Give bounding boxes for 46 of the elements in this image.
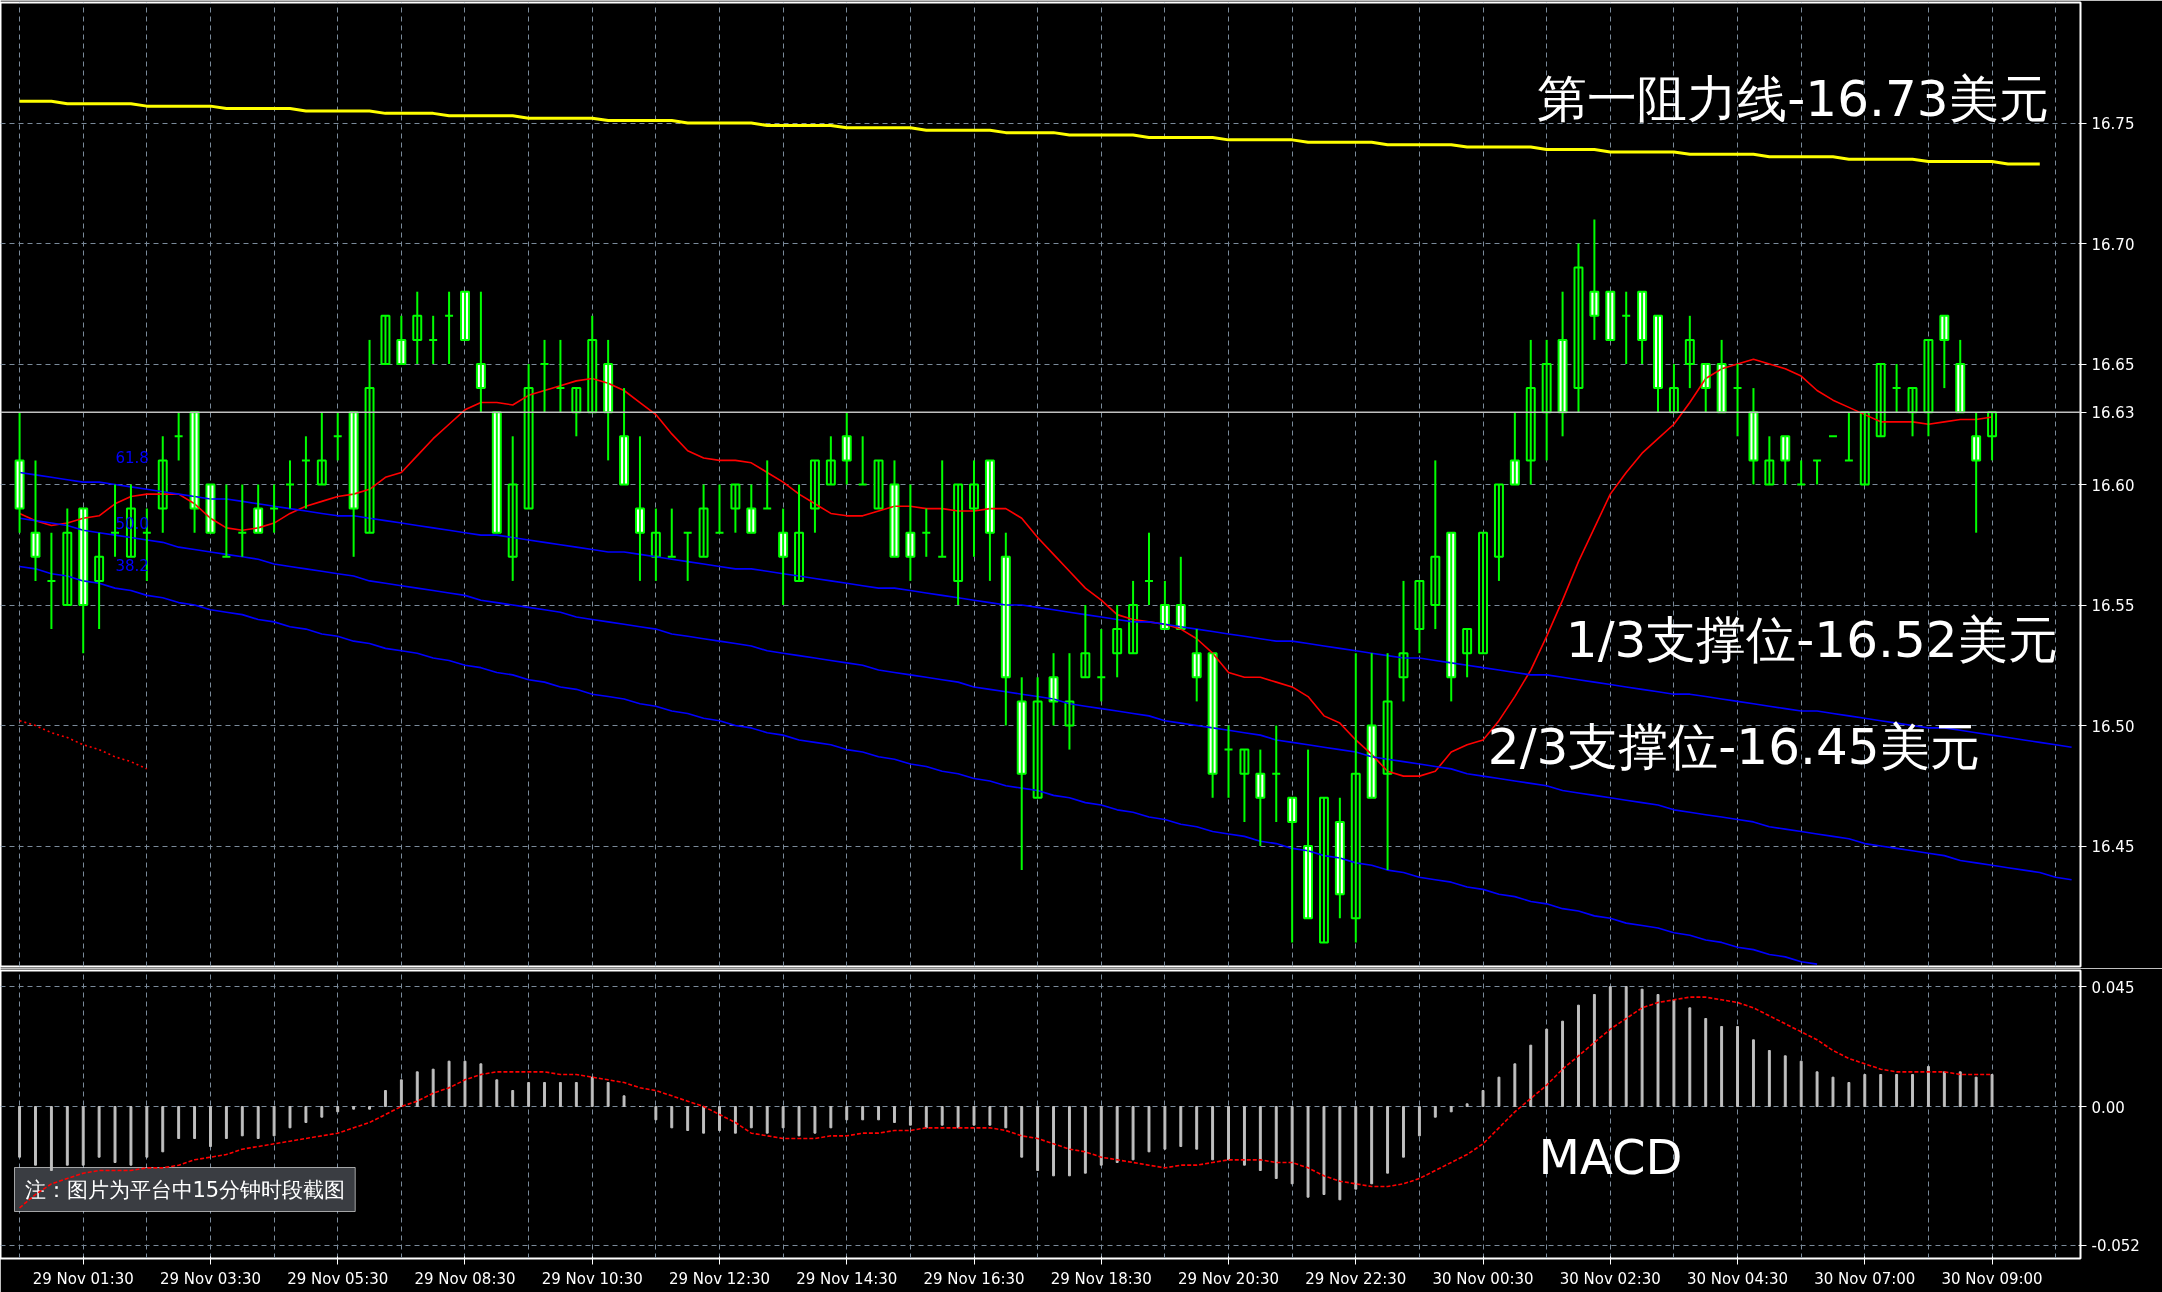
ref-line-label: 16.63: [2091, 404, 2135, 423]
y-tick-label: 16.60: [2091, 476, 2135, 495]
annotation: 第一阻力线-16.73美元: [1537, 69, 2049, 128]
y-tick-label: 0.045: [2091, 978, 2135, 997]
annotation: 1/3支撑位-16.52美元: [1565, 610, 2058, 669]
line-series: [18, 517, 2073, 881]
x-tick-label: 29 Nov 08:30: [414, 1269, 516, 1288]
y-tick-label: 16.75: [2091, 115, 2135, 133]
x-tick-label: 29 Nov 12:30: [668, 1269, 771, 1288]
x-tick-label: 30 Nov 07:00: [1814, 1269, 1916, 1288]
y-tick-label: 16.65: [2091, 356, 2135, 374]
y-tick-label: 16.50: [2091, 717, 2135, 736]
candlestick: [380, 314, 391, 365]
candlestick: [491, 411, 502, 534]
x-tick-label: 29 Nov 22:30: [1305, 1269, 1407, 1288]
candlestick: [1859, 411, 1870, 486]
x-tick-label: 29 Nov 01:30: [32, 1269, 134, 1288]
candlestick: [1478, 531, 1489, 655]
candlestick: [460, 290, 470, 341]
annotation: 61.8: [115, 448, 149, 467]
y-tick-label: 16.55: [2091, 597, 2135, 615]
x-tick-label: 29 Nov 10:30: [541, 1269, 643, 1288]
annotation: 注：图片为平台中15分钟时段截图: [24, 1177, 346, 1202]
y-tick-label: -0.052: [2091, 1237, 2140, 1256]
x-tick-label: 30 Nov 09:00: [1941, 1269, 2043, 1288]
candlestick: [1318, 796, 1329, 944]
annotation: MACD: [1538, 1128, 1683, 1185]
line-series: [18, 996, 1993, 1209]
candlestick: [1875, 363, 1886, 438]
x-tick-label: 29 Nov 16:30: [923, 1269, 1025, 1288]
candlestick: [205, 483, 216, 534]
candlestick: [873, 459, 884, 510]
x-tick-label: 30 Nov 02:30: [1559, 1269, 1661, 1288]
x-tick-label: 29 Nov 20:30: [1177, 1269, 1280, 1288]
candlestick: [1605, 290, 1616, 341]
y-tick-label: 16.45: [2091, 838, 2135, 856]
x-tick-label: 29 Nov 18:30: [1050, 1269, 1152, 1288]
y-tick-label: 16.70: [2091, 235, 2135, 254]
x-tick-label: 29 Nov 05:30: [287, 1269, 389, 1288]
annotation: 2/3支撑位-16.45美元: [1487, 717, 1980, 776]
y-tick-label: 0.00: [2091, 1098, 2125, 1117]
x-tick-label: 30 Nov 04:30: [1686, 1269, 1789, 1288]
line-series: [18, 719, 148, 770]
x-tick-label: 29 Nov 14:30: [796, 1269, 898, 1288]
x-tick-label: 29 Nov 03:30: [159, 1269, 262, 1288]
x-tick-label: 30 Nov 00:30: [1432, 1269, 1534, 1288]
